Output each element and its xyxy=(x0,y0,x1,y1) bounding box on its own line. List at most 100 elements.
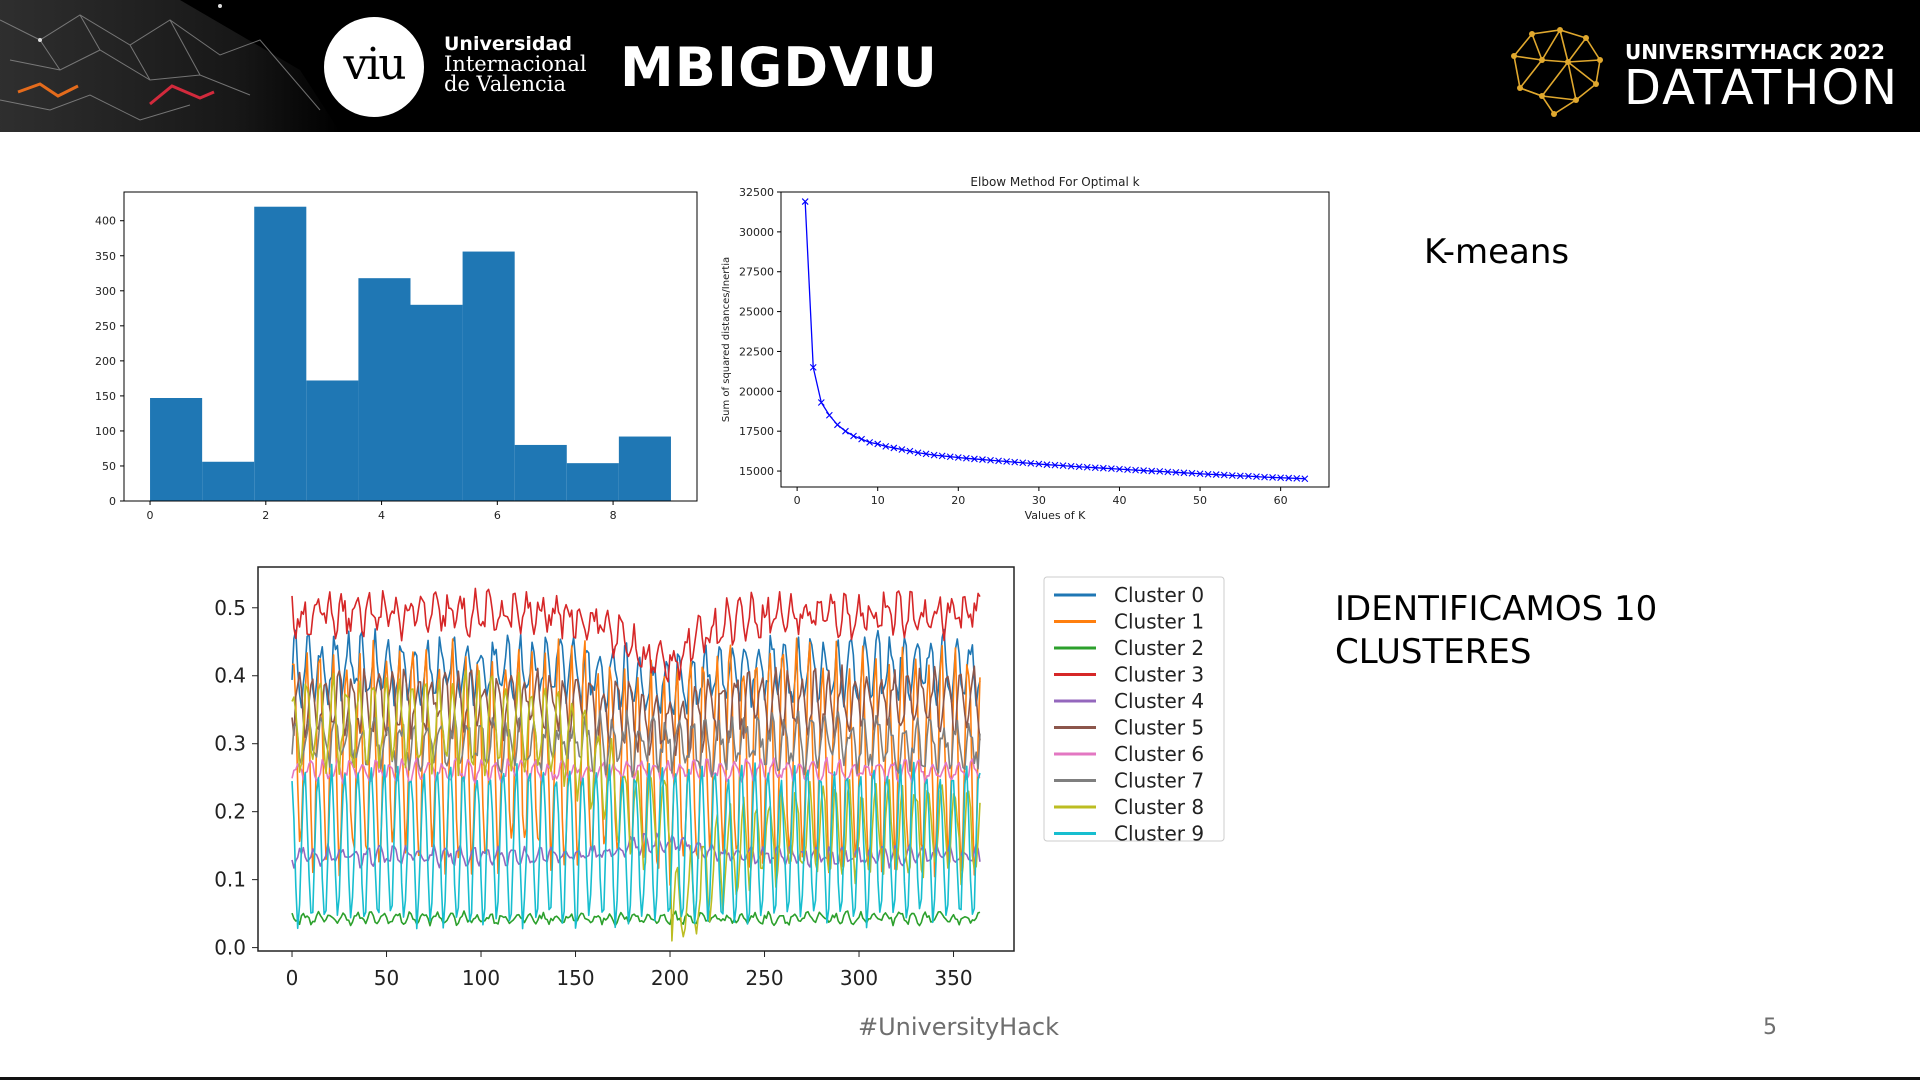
viu-logo-text: viu xyxy=(343,38,406,90)
elbow-point xyxy=(1027,460,1035,467)
elbow-point xyxy=(1124,466,1131,474)
university-name-line3: de Valencia xyxy=(444,72,566,96)
elbow-y-tick-label: 20000 xyxy=(739,385,774,398)
elbow-y-tick-label: 32500 xyxy=(739,186,774,199)
histogram-bar xyxy=(358,278,411,501)
histogram-bar xyxy=(566,463,619,501)
elbow-point xyxy=(882,442,890,450)
elbow-x-tick-label: 20 xyxy=(951,494,965,507)
elbow-point xyxy=(1269,474,1276,481)
histogram-x-tick-label: 4 xyxy=(378,509,385,522)
elbow-point xyxy=(1253,473,1260,481)
histogram-y-tick-label: 250 xyxy=(95,320,116,333)
elbow-point xyxy=(922,450,930,458)
histogram-bar xyxy=(618,436,671,501)
elbow-point xyxy=(1228,472,1236,479)
cluster-legend xyxy=(1043,576,1225,842)
elbow-point xyxy=(971,455,978,463)
elbow-point xyxy=(1075,463,1083,471)
cluster-legend-label: Cluster 9 xyxy=(1114,822,1204,846)
elbow-y-tick-label: 15000 xyxy=(739,465,774,478)
elbow-x-label: Values of K xyxy=(1025,509,1087,522)
elbow-point xyxy=(1091,464,1099,472)
elbow-point xyxy=(850,432,857,440)
elbow-x-tick-label: 10 xyxy=(871,494,885,507)
elbow-point xyxy=(801,198,809,205)
elbow-x-tick-label: 40 xyxy=(1112,494,1126,507)
cluster-legend-label: Cluster 1 xyxy=(1114,610,1204,634)
histogram-x-tick-label: 0 xyxy=(147,509,154,522)
histogram-chart: 0 50 100 150 200 250 300 350 400 0 2 4 6 8 xyxy=(95,191,698,522)
elbow-frame xyxy=(780,191,1330,488)
elbow-point xyxy=(1035,460,1043,468)
histogram-frame xyxy=(123,191,698,502)
cluster-legend-label: Cluster 6 xyxy=(1114,742,1204,766)
cluster-line xyxy=(291,756,981,785)
histogram-x-tick-label: 6 xyxy=(494,509,501,522)
elbow-point xyxy=(914,449,922,457)
elbow-point xyxy=(1043,461,1051,469)
cluster-x-tick-label: 100 xyxy=(462,966,500,990)
cluster-y-tick-label: 0.1 xyxy=(214,868,246,892)
histogram-y-tick-label: 300 xyxy=(95,285,116,298)
elbow-point xyxy=(906,447,914,455)
histogram-x-tick-label: 2 xyxy=(262,509,269,522)
elbow-point xyxy=(1116,465,1123,473)
elbow-y-tick-label: 30000 xyxy=(739,226,774,239)
histogram-y-tick-label: 150 xyxy=(95,390,116,403)
elbow-line xyxy=(804,201,1305,480)
brain-network-icon xyxy=(1511,27,1603,117)
elbow-point xyxy=(1261,473,1268,481)
elbow-point xyxy=(866,438,874,446)
histogram-bar xyxy=(254,206,307,501)
elbow-x-tick-label: 60 xyxy=(1274,494,1288,507)
elbow-point xyxy=(1067,462,1075,470)
histogram-bar xyxy=(150,398,203,501)
elbow-point xyxy=(930,451,938,459)
cluster-line-chart: 0.0 0.1 0.2 0.3 0.4 0.5 0 50 100 150 200 250 300 350 C… xyxy=(214,566,1225,990)
histogram-bar xyxy=(514,444,567,501)
elbow-point xyxy=(898,446,906,453)
elbow-point xyxy=(1180,469,1188,477)
elbow-point xyxy=(1212,471,1220,478)
elbow-point xyxy=(995,457,1002,465)
elbow-point xyxy=(1011,458,1019,466)
elbow-point xyxy=(954,454,962,461)
elbow-point xyxy=(1277,474,1285,482)
cluster-line xyxy=(291,587,981,683)
cluster-x-tick-label: 350 xyxy=(934,966,972,990)
elbow-point xyxy=(1019,459,1027,467)
elbow-y-tick-label: 25000 xyxy=(739,306,774,319)
elbow-title: Elbow Method For Optimal k xyxy=(970,175,1139,189)
elbow-point xyxy=(1204,470,1212,478)
elbow-point xyxy=(1099,464,1107,472)
elbow-point xyxy=(962,454,970,462)
elbow-point xyxy=(1132,466,1139,474)
event-title: UNIVERSITYHACK 2022 xyxy=(1625,40,1885,64)
elbow-point xyxy=(858,435,865,443)
elbow-point xyxy=(834,421,841,429)
elbow-point xyxy=(1236,472,1244,480)
cluster-legend-label: Cluster 0 xyxy=(1114,583,1204,607)
elbow-point xyxy=(987,456,994,464)
university-name-line2: Internacional xyxy=(444,52,587,76)
university-name-line1: Universidad xyxy=(444,33,572,55)
elbow-point xyxy=(809,364,817,371)
team-name: MBIGDVIU xyxy=(620,36,938,99)
histogram-bar xyxy=(202,461,255,501)
histogram-bar xyxy=(462,251,515,501)
cluster-frame xyxy=(257,566,1015,952)
cluster-legend-label: Cluster 4 xyxy=(1114,689,1204,713)
elbow-point xyxy=(1196,470,1204,478)
elbow-point xyxy=(1059,462,1067,470)
elbow-x-tick-label: 0 xyxy=(794,494,801,507)
cluster-y-tick-label: 0.4 xyxy=(214,664,246,688)
elbow-x-tick-label: 30 xyxy=(1032,494,1046,507)
cluster-legend-label: Cluster 5 xyxy=(1114,716,1204,740)
footer-hashtag: #UniversityHack xyxy=(858,1013,1060,1041)
elbow-point xyxy=(1003,458,1011,465)
cluster-y-tick-label: 0.3 xyxy=(214,732,246,756)
elbow-point xyxy=(842,427,849,435)
histogram-bar xyxy=(410,304,463,501)
cluster-legend-label: Cluster 3 xyxy=(1114,663,1204,687)
